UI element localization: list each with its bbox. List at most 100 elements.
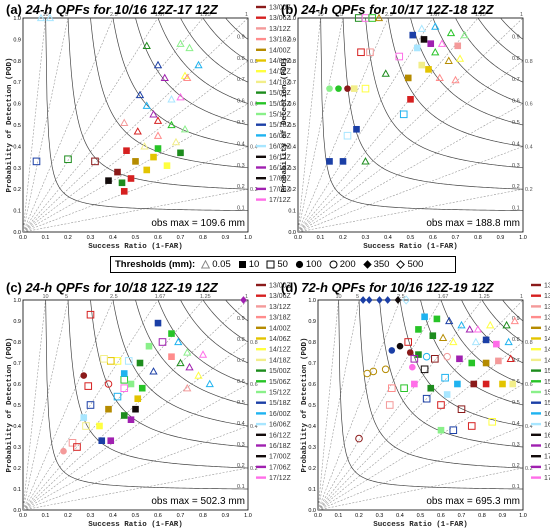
csi-label: 0.2 xyxy=(512,184,520,190)
bias-line xyxy=(318,300,339,510)
y-tick-label: 0.7 xyxy=(13,80,21,86)
data-point xyxy=(409,31,417,39)
x-tick-label: 0.3 xyxy=(376,513,384,519)
data-point xyxy=(353,125,360,133)
data-point xyxy=(194,60,203,69)
data-point xyxy=(404,338,412,346)
y-tick-label: 0.5 xyxy=(288,123,296,129)
threshold-item: 10 xyxy=(238,259,260,270)
x-tick-label: 0.1 xyxy=(42,513,50,519)
data-point xyxy=(183,383,192,392)
data-point xyxy=(335,85,342,92)
legend-label: 16/18Z xyxy=(269,443,292,450)
legend-label: 14/06Z xyxy=(269,336,292,343)
x-tick-label: 0.9 xyxy=(222,235,230,241)
data-point xyxy=(425,66,432,73)
reference-lines xyxy=(23,18,248,232)
bias-line xyxy=(298,18,321,232)
data-point xyxy=(388,347,396,354)
x-tick-label: 0.2 xyxy=(64,235,72,241)
data-point xyxy=(415,351,422,358)
data-point xyxy=(445,316,454,325)
x-tick-label: 0.5 xyxy=(132,513,140,519)
y-tick-label: 0.7 xyxy=(288,80,296,86)
legend-label: 14/12Z xyxy=(269,69,292,76)
data-point xyxy=(427,40,435,47)
square-open-icon xyxy=(266,260,275,269)
data-point xyxy=(482,336,490,344)
legend-label: 16/18Z xyxy=(269,165,292,172)
data-point xyxy=(154,145,162,152)
y-tick-label: 1.0 xyxy=(13,16,21,22)
bias-line xyxy=(23,146,248,232)
legend-label: 16/18Z xyxy=(544,443,550,450)
bias-line xyxy=(318,425,523,510)
legend-label: 17/00Z xyxy=(269,454,292,461)
csi-curve xyxy=(225,300,248,322)
data-point xyxy=(438,333,448,341)
data-point xyxy=(510,316,519,325)
legend-label: 15/06Z xyxy=(269,379,292,386)
chart-title: (d) 72-h QPFs for 10/16 12Z-19 12Z xyxy=(281,280,494,295)
obs-max-annotation: obs max = 502.3 mm xyxy=(151,496,245,507)
legend-label: 17/06Z xyxy=(269,464,292,471)
bias-label-top: 1.67 xyxy=(430,12,441,18)
threshold-item: 0.05 xyxy=(201,259,231,270)
diamond-open-icon xyxy=(396,260,406,269)
x-tick-label: 0.9 xyxy=(222,513,230,519)
csi-label: 0.5 xyxy=(237,400,245,406)
data-point xyxy=(404,74,412,82)
data-point xyxy=(73,443,81,451)
data-point xyxy=(45,13,55,22)
x-tick-label: 0.9 xyxy=(497,235,505,241)
x-tick-label: 0.4 xyxy=(109,513,117,519)
data-point xyxy=(127,380,135,388)
chart-panel-a: 0.10.20.30.40.50.60.70.80.90.80.60.40.21… xyxy=(6,2,292,251)
bias-label-right: 0.2 xyxy=(250,187,258,193)
bias-label-right: 0.6 xyxy=(525,382,533,388)
bias-label-right: 0.8 xyxy=(250,340,258,346)
data-point xyxy=(446,28,456,37)
legend-label: 15/06Z xyxy=(269,101,292,108)
data-point xyxy=(171,137,181,146)
bias-label-right: 0.4 xyxy=(250,144,258,150)
data-point xyxy=(418,61,426,69)
legend-label: 16/06Z xyxy=(269,422,292,429)
chart-title: (b) 24-h QPFs for 10/17 12Z-18 12Z xyxy=(281,2,494,17)
data-point xyxy=(417,24,426,32)
square-filled-icon xyxy=(238,261,246,268)
y-tick-label: 0.8 xyxy=(13,340,21,346)
x-tick-label: 0.6 xyxy=(154,235,162,241)
bias-label-top: 2.5 xyxy=(110,12,118,18)
data-point xyxy=(470,380,478,388)
y-tick-label: 0.3 xyxy=(308,445,316,451)
data-point xyxy=(435,73,444,82)
bias-line xyxy=(23,18,204,232)
data-point xyxy=(385,401,394,409)
data-point xyxy=(454,380,461,388)
data-point xyxy=(357,48,365,57)
csi-curve xyxy=(202,300,248,343)
data-point xyxy=(374,13,384,22)
data-point xyxy=(395,52,404,61)
data-point xyxy=(176,39,185,47)
chart-panel-d: 0.10.20.30.40.50.60.70.80.90.80.60.40.21… xyxy=(281,280,550,529)
legend-label: 14/06Z xyxy=(544,336,550,343)
y-tick-label: 0.2 xyxy=(288,187,296,193)
bias-line xyxy=(23,18,69,232)
data-point xyxy=(454,42,462,50)
chart-title: (a) 24-h QPFs for 10/16 12Z-17 12Z xyxy=(6,2,219,17)
data-point xyxy=(183,348,192,356)
legend-label: 15/12Z xyxy=(544,390,550,397)
csi-curve xyxy=(358,300,523,469)
csi-label: 0.9 xyxy=(512,34,520,40)
x-tick-label: 0.2 xyxy=(339,235,347,241)
x-tick-label: 0.2 xyxy=(355,513,363,519)
bias-line xyxy=(23,188,248,232)
data-point xyxy=(381,69,390,77)
data-point xyxy=(194,371,203,379)
y-tick-label: 0.9 xyxy=(308,319,316,325)
data-point xyxy=(64,155,72,164)
csi-curve xyxy=(45,300,248,490)
threshold-label: 10 xyxy=(248,259,260,270)
